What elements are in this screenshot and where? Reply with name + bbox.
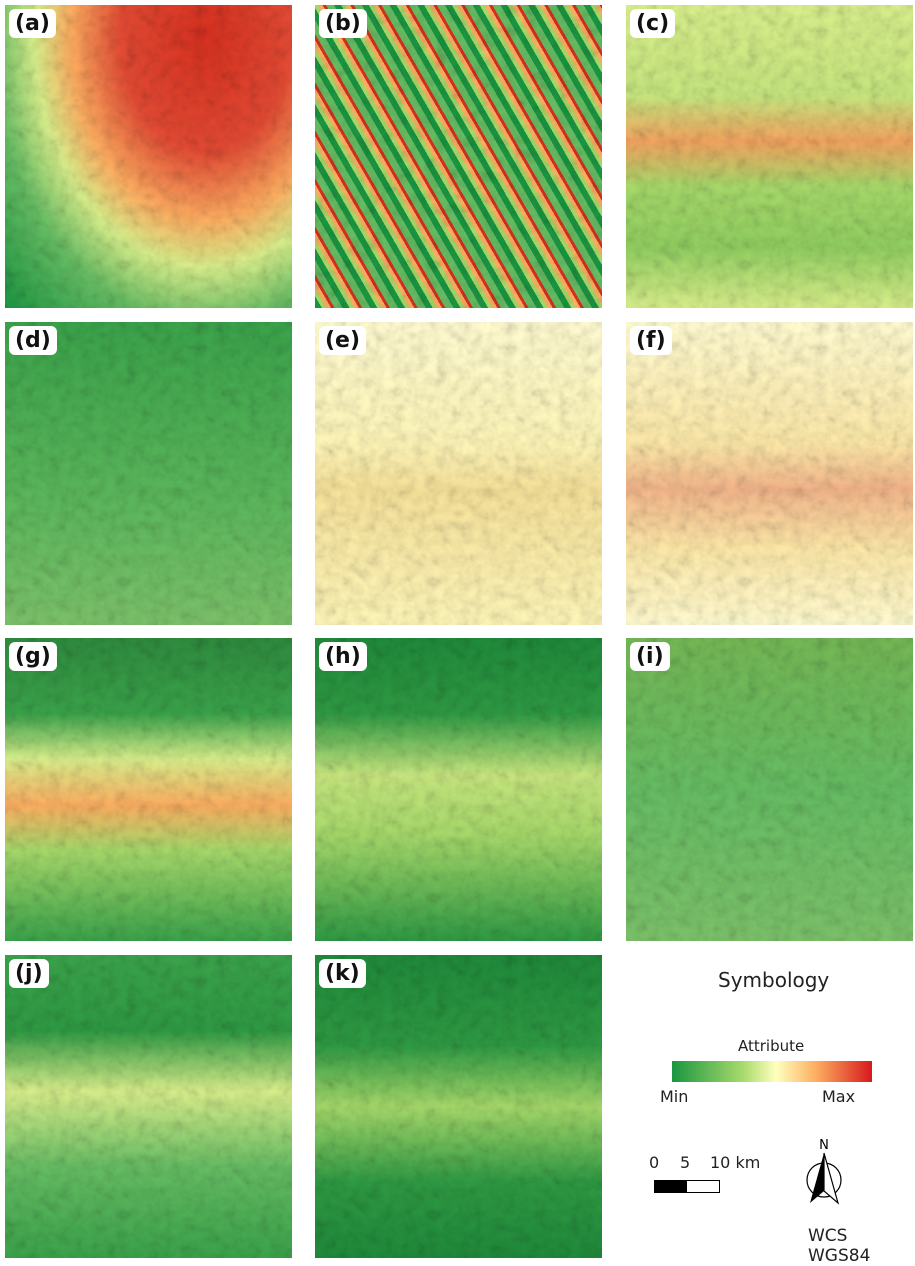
map-panel: (b) (315, 5, 602, 308)
scale-label: 10 km (710, 1153, 760, 1172)
map-panel: (e) (315, 322, 602, 625)
panel-label: (i) (630, 642, 670, 671)
north-label: N (819, 1138, 829, 1153)
panel-label: (e) (319, 326, 366, 355)
panel-label: (b) (319, 9, 367, 38)
panel-label: (c) (630, 9, 675, 38)
terrain-texture (315, 322, 602, 625)
figure: {"panels": [ {"label": "(a)"}, {"label":… (0, 0, 915, 1257)
scale-label: 0 (649, 1153, 659, 1172)
map-panel: (d) (5, 322, 292, 625)
panel-label: (j) (9, 959, 49, 988)
map-panel: (c) (626, 5, 913, 308)
terrain-texture (626, 5, 913, 308)
panel-label: (h) (319, 642, 367, 671)
legend-colorbar (672, 1061, 872, 1082)
scale-label: 5 (680, 1153, 690, 1172)
terrain-texture (315, 638, 602, 941)
terrain-texture (315, 955, 602, 1258)
terrain-texture (5, 955, 292, 1258)
terrain-texture (626, 322, 913, 625)
panel-label: (d) (9, 326, 57, 355)
terrain-texture (5, 322, 292, 625)
panel-label: (f) (630, 326, 672, 355)
legend-attribute: Attribute (738, 1037, 804, 1055)
north-arrow: N (800, 1135, 850, 1210)
legend-title: Symbology (718, 968, 829, 992)
legend-min: Min (660, 1087, 688, 1106)
crs-label: WCS WGS84 (808, 1226, 915, 1266)
map-panel: (h) (315, 638, 602, 941)
map-panel: (k) (315, 955, 602, 1258)
terrain-texture (5, 5, 292, 308)
map-panel: (i) (626, 638, 913, 941)
terrain-texture (626, 638, 913, 941)
legend-max: Max (822, 1087, 855, 1106)
terrain-texture (315, 5, 602, 308)
panel-label: (g) (9, 642, 57, 671)
map-panel: (j) (5, 955, 292, 1258)
scale-bar (654, 1180, 720, 1193)
map-panel: (f) (626, 322, 913, 625)
terrain-texture (5, 638, 292, 941)
map-panel: (g) (5, 638, 292, 941)
map-panel: (a) (5, 5, 292, 308)
panel-label: (a) (9, 9, 56, 38)
panel-label: (k) (319, 959, 366, 988)
